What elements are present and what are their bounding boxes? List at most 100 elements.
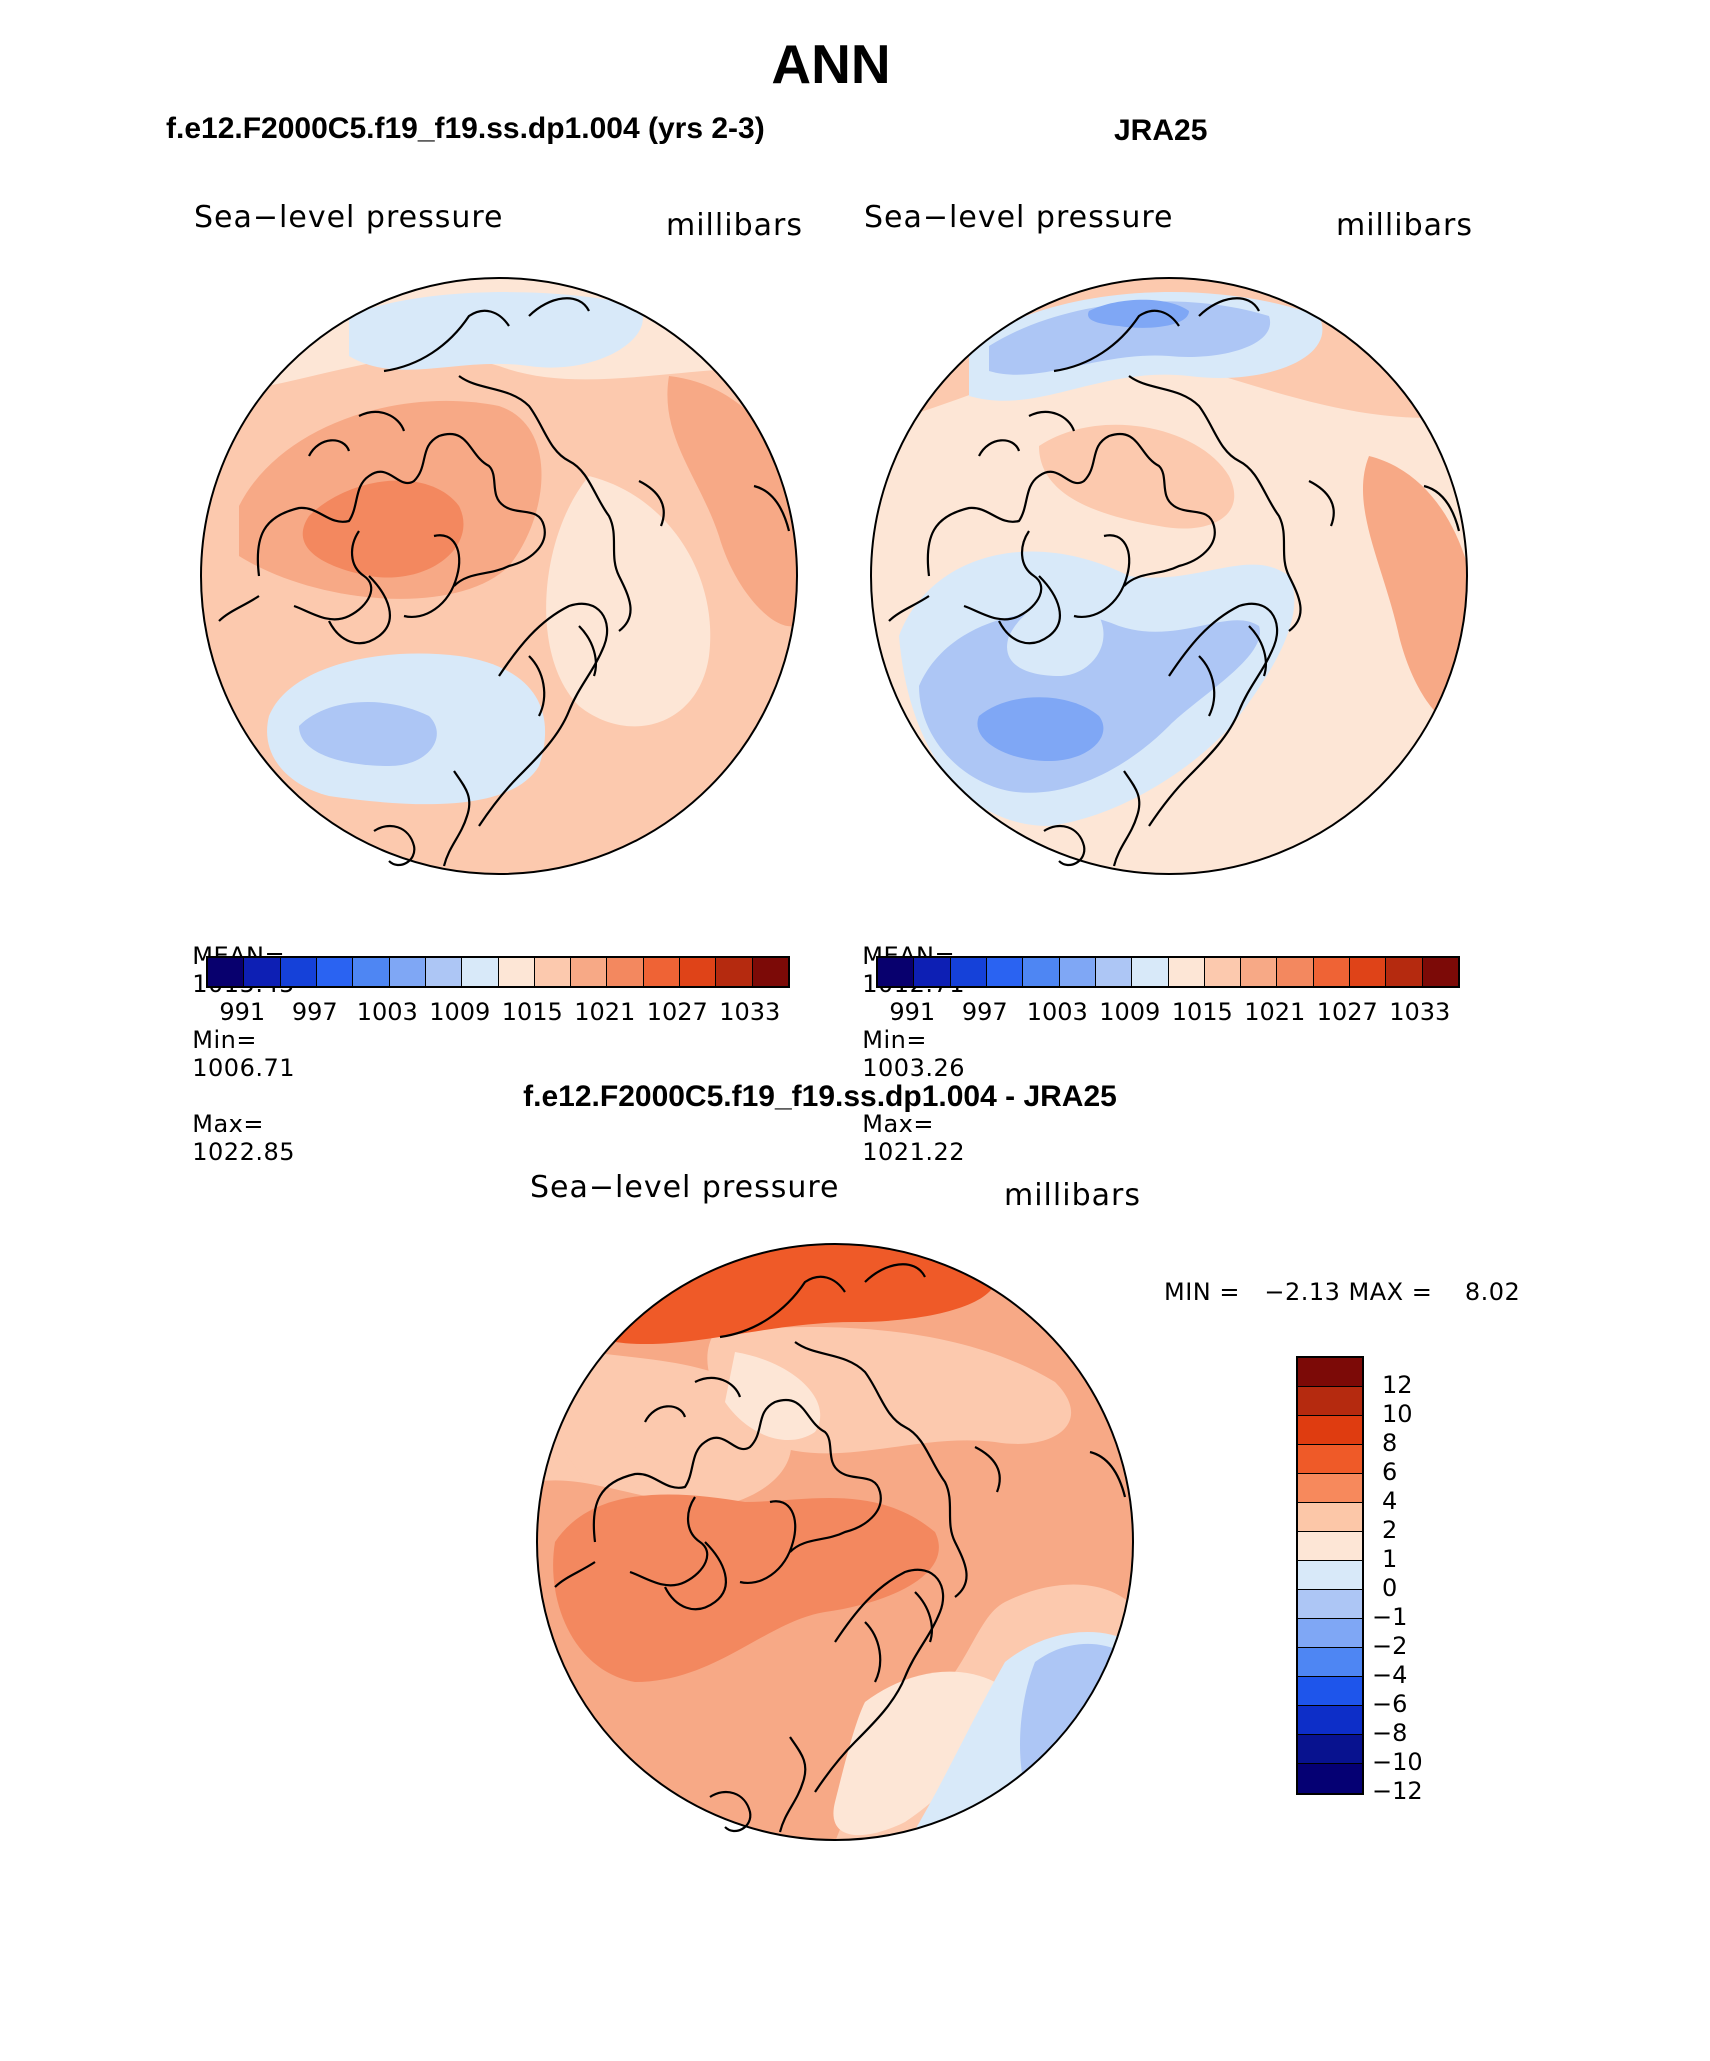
diff-colorbar-tick: 6 bbox=[1382, 1458, 1398, 1486]
left-map-dark-center bbox=[302, 480, 464, 578]
left-colorbar-swatch bbox=[208, 958, 245, 986]
right-colorbar-tick: 1027 bbox=[1316, 998, 1378, 1026]
left-map-pale-east bbox=[546, 476, 711, 727]
right-colorbar-swatch bbox=[986, 958, 1024, 986]
left-colorbar-tick: 1015 bbox=[501, 998, 563, 1026]
diff-colorbar-tick: −12 bbox=[1372, 1777, 1423, 1805]
left-colorbar-tick: 1027 bbox=[646, 998, 708, 1026]
diff-colorbar-swatch bbox=[1298, 1532, 1362, 1561]
diff-colorbar-ticks: 12 10 8 6 4 2 1 0 −1 −2 −4 −6 −8 −10 −12 bbox=[1372, 1356, 1492, 1805]
diff-minmax: MIN = −2.13 MAX = 8.02 bbox=[1164, 1278, 1521, 1306]
right-stats: MEAN= 1012.71 Min= 1003.26 Max= 1021.22 bbox=[846, 914, 965, 1166]
right-panel-title: JRA25 bbox=[1114, 114, 1208, 147]
left-colorbar-swatch bbox=[498, 958, 535, 986]
diff-map-cream-east bbox=[833, 1671, 997, 1836]
right-map-warm-center bbox=[1039, 424, 1235, 529]
right-variable-label: Sea−level pressure bbox=[864, 200, 1174, 235]
diff-colorbar-tick: 8 bbox=[1382, 1429, 1398, 1457]
diff-colorbar-swatch bbox=[1298, 1648, 1362, 1677]
diff-colorbar-tick: −6 bbox=[1372, 1690, 1408, 1718]
left-polar-map bbox=[200, 277, 798, 875]
left-colorbar-tick: 991 bbox=[219, 998, 266, 1026]
diff-colorbar-swatch bbox=[1298, 1445, 1362, 1474]
diff-colorbar-swatch bbox=[1298, 1358, 1362, 1387]
right-colorbar-tick: 997 bbox=[961, 998, 1008, 1026]
diff-colorbar-tick: 12 bbox=[1382, 1371, 1413, 1399]
diff-map-strong-center bbox=[553, 1494, 939, 1682]
right-colorbar-swatch bbox=[1132, 958, 1169, 986]
diff-colorbar-tick: 0 bbox=[1382, 1574, 1398, 1602]
figure-title: ANN bbox=[771, 33, 891, 95]
left-colorbar-swatch bbox=[280, 958, 317, 986]
left-colorbar-swatch bbox=[571, 958, 608, 986]
left-colorbar-swatch bbox=[389, 958, 426, 986]
right-colorbar-swatch bbox=[1422, 958, 1458, 986]
diff-colorbar-swatch bbox=[1298, 1561, 1362, 1590]
right-colorbar-tick: 1009 bbox=[1099, 998, 1161, 1026]
right-colorbar-swatch bbox=[1386, 958, 1423, 986]
diff-colorbar bbox=[1296, 1356, 1364, 1795]
diff-colorbar-tick: 10 bbox=[1382, 1400, 1413, 1428]
left-colorbar-swatch bbox=[607, 958, 644, 986]
left-colorbar-ticks: 991 997 1003 1009 1015 1021 1027 1033 bbox=[206, 998, 786, 1028]
left-map-mid-east bbox=[667, 376, 797, 627]
right-colorbar-swatch bbox=[1277, 958, 1314, 986]
right-map-low3-north bbox=[1088, 299, 1189, 328]
diff-colorbar-swatch bbox=[1298, 1619, 1362, 1648]
right-colorbar-swatch bbox=[1241, 958, 1278, 986]
diff-colorbar-tick: −8 bbox=[1372, 1719, 1408, 1747]
left-colorbar-swatch bbox=[462, 958, 499, 986]
right-colorbar bbox=[876, 956, 1460, 988]
right-map-low2-north bbox=[989, 301, 1271, 375]
diff-colorbar-swatch bbox=[1298, 1416, 1362, 1445]
diff-colorbar-swatch bbox=[1298, 1387, 1362, 1416]
diff-colorbar-swatch bbox=[1298, 1706, 1362, 1735]
left-max-value: 1022.85 bbox=[192, 1138, 296, 1166]
right-map-mid-east bbox=[1362, 456, 1467, 725]
right-colorbar-swatch bbox=[1350, 958, 1387, 986]
left-panel-title: f.e12.F2000C5.f19_f19.ss.dp1.004 (yrs 2-… bbox=[166, 112, 765, 145]
diff-colorbar-swatch bbox=[1298, 1735, 1362, 1764]
left-colorbar-tick: 997 bbox=[291, 998, 338, 1026]
diff-colorbar-tick: −1 bbox=[1372, 1603, 1408, 1631]
diff-polar-map bbox=[536, 1243, 1134, 1841]
left-colorbar-swatch bbox=[534, 958, 572, 986]
left-colorbar-tick: 1009 bbox=[429, 998, 491, 1026]
left-colorbar-swatch bbox=[716, 958, 753, 986]
left-colorbar-swatch bbox=[752, 958, 788, 986]
left-colorbar-swatch bbox=[353, 958, 390, 986]
diff-units-label: millibars bbox=[1004, 1178, 1141, 1213]
left-colorbar-tick: 1021 bbox=[574, 998, 636, 1026]
left-units-label: millibars bbox=[666, 208, 803, 243]
right-colorbar-tick: 1033 bbox=[1389, 998, 1451, 1026]
diff-colorbar-swatch bbox=[1298, 1677, 1362, 1706]
left-colorbar-swatch bbox=[425, 958, 463, 986]
diff-colorbar-swatch bbox=[1298, 1764, 1362, 1793]
right-colorbar-tick: 991 bbox=[889, 998, 936, 1026]
diff-map-cream-north bbox=[725, 1352, 821, 1441]
left-colorbar-swatch bbox=[643, 958, 681, 986]
left-variable-label: Sea−level pressure bbox=[194, 200, 504, 235]
right-min-label: Min= bbox=[862, 1026, 927, 1054]
right-colorbar-tick: 1015 bbox=[1171, 998, 1233, 1026]
right-colorbar-swatch bbox=[1204, 958, 1242, 986]
diff-colorbar-swatch bbox=[1298, 1503, 1362, 1532]
diff-colorbar-tick: 4 bbox=[1382, 1487, 1398, 1515]
right-colorbar-swatch bbox=[950, 958, 987, 986]
right-colorbar-swatch bbox=[914, 958, 951, 986]
right-colorbar-swatch bbox=[878, 958, 915, 986]
right-colorbar-swatch bbox=[1059, 958, 1096, 986]
left-colorbar-swatch bbox=[680, 958, 717, 986]
left-colorbar-swatch bbox=[316, 958, 354, 986]
right-colorbar-swatch bbox=[1023, 958, 1060, 986]
diff-colorbar-swatch bbox=[1298, 1474, 1362, 1503]
right-colorbar-swatch bbox=[1168, 958, 1205, 986]
right-colorbar-tick: 1021 bbox=[1244, 998, 1306, 1026]
diff-map-low2-east bbox=[1020, 1643, 1133, 1812]
diff-colorbar-tick: −10 bbox=[1372, 1748, 1423, 1776]
left-stats: MEAN= 1015.45 Min= 1006.71 Max= 1022.85 bbox=[176, 914, 295, 1166]
left-colorbar-tick: 1033 bbox=[719, 998, 781, 1026]
left-min-label: Min= bbox=[192, 1026, 257, 1054]
diff-variable-label: Sea−level pressure bbox=[530, 1170, 840, 1205]
right-polar-map bbox=[870, 277, 1468, 875]
